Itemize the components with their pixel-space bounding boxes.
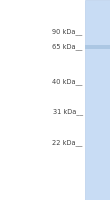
Text: 40 kDa__: 40 kDa__	[52, 79, 83, 85]
Text: 65 kDa__: 65 kDa__	[52, 44, 83, 50]
Bar	[85, 0, 110, 200]
Text: 31 kDa__: 31 kDa__	[53, 109, 83, 115]
Text: 90 kDa__: 90 kDa__	[52, 29, 83, 35]
Bar	[85, 45, 110, 49]
Text: 22 kDa__: 22 kDa__	[52, 140, 83, 146]
